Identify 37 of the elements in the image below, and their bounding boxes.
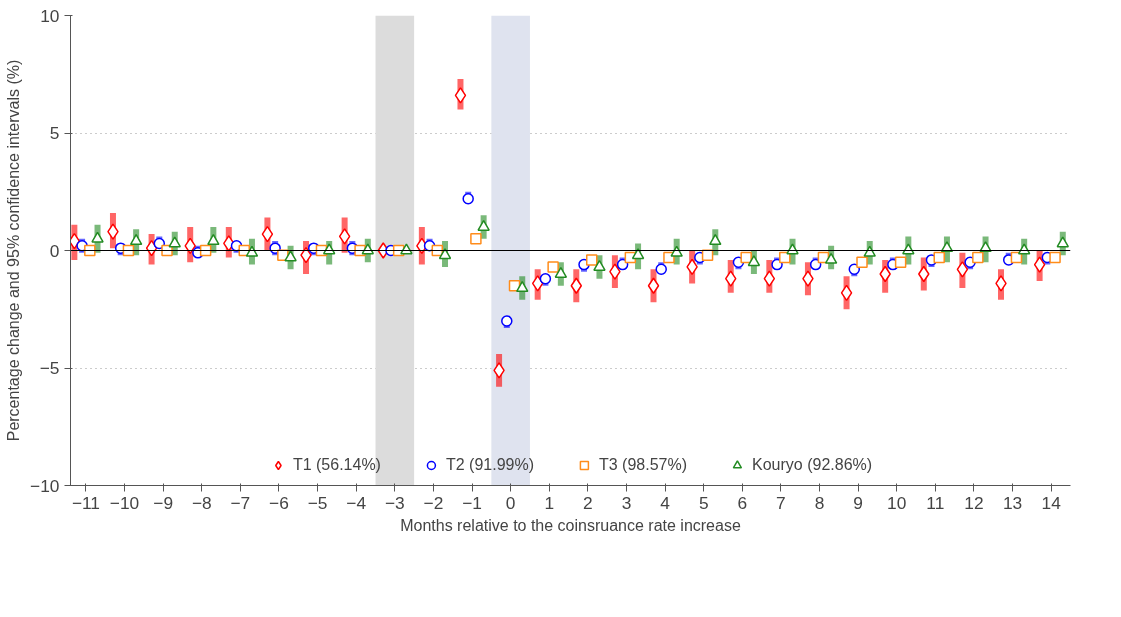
legend-label: T3 (98.57%) xyxy=(598,456,688,474)
x-tick-label: 11 xyxy=(926,492,945,513)
x-tick-label: −7 xyxy=(230,492,251,513)
x-tick-label: 7 xyxy=(776,492,786,513)
x-tick-label: 12 xyxy=(964,492,984,513)
x-axis-title: Months relative to the coinsruance rate increase xyxy=(400,516,741,534)
x-tick-label: −11 xyxy=(71,492,100,513)
x-tick-label: −9 xyxy=(153,492,174,513)
x-tick-label: −5 xyxy=(307,492,328,513)
x-tick-label: −2 xyxy=(423,492,444,513)
y-tick-label: 5 xyxy=(49,123,60,143)
x-tick-label: 2 xyxy=(583,492,593,513)
x-tick-label: 5 xyxy=(698,492,709,513)
legend-label: T1 (56.14%) xyxy=(292,456,381,474)
x-tick-label: −6 xyxy=(269,492,289,513)
x-tick-label: −8 xyxy=(191,492,212,513)
y-axis-title: Percentage change and 95% confidence intervals (%) xyxy=(5,59,23,442)
legend-label: Kouryo (92.86%) xyxy=(752,456,873,474)
x-tick-label: 9 xyxy=(853,492,863,513)
x-tick-label: 10 xyxy=(887,492,907,513)
x-tick-label: 14 xyxy=(1041,492,1062,513)
x-tick-label: 4 xyxy=(660,492,671,513)
x-tick-label: 8 xyxy=(814,492,825,513)
y-tick-label: 10 xyxy=(40,5,60,26)
y-tick-label: −10 xyxy=(30,475,60,496)
legend-label: T2 (91.99%) xyxy=(445,456,534,474)
x-tick-label: −4 xyxy=(346,492,367,513)
x-tick-label: 13 xyxy=(1002,492,1023,513)
x-tick-label: −10 xyxy=(109,492,140,513)
x-tick-label: 3 xyxy=(621,492,632,513)
y-tick-label: −5 xyxy=(39,358,60,378)
x-tick-label: 1 xyxy=(544,492,555,513)
x-tick-label: −3 xyxy=(384,492,405,513)
x-tick-label: −1 xyxy=(462,492,482,513)
x-tick-label: 6 xyxy=(737,492,748,513)
y-tick-label: 0 xyxy=(49,240,60,261)
x-tick-label: 0 xyxy=(505,492,516,513)
